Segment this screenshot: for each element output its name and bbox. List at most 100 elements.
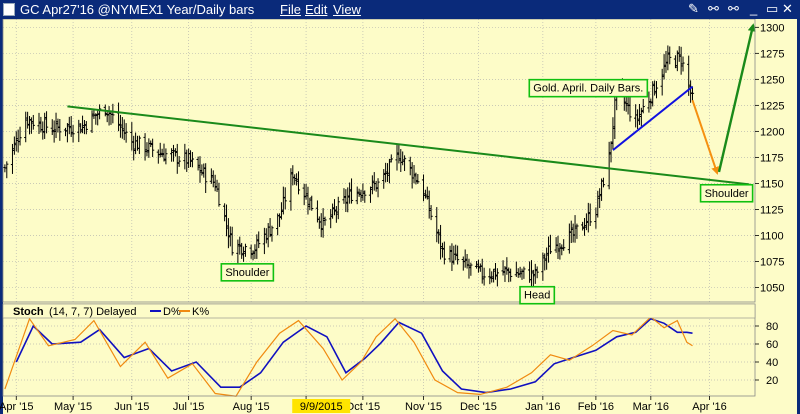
price-bar — [44, 111, 49, 134]
price-bar — [132, 135, 136, 161]
price-bar — [454, 244, 458, 261]
price-bar — [387, 158, 392, 184]
chart-label-box — [519, 285, 556, 305]
price-bar — [228, 226, 232, 247]
price-bar — [270, 225, 274, 242]
price-bar — [368, 186, 373, 203]
price-bar — [321, 208, 325, 238]
price-bar — [647, 91, 651, 113]
maximize-icon[interactable]: ▭ — [766, 1, 779, 16]
price-bar — [493, 262, 498, 280]
price-bar — [217, 182, 221, 207]
price-tick-label: 1300 — [760, 22, 784, 34]
price-bar — [675, 50, 679, 72]
menu-view[interactable]: View — [333, 2, 361, 17]
price-bar — [490, 271, 494, 283]
link-icon[interactable]: ⚯ — [708, 1, 719, 16]
price-bar — [501, 260, 505, 276]
price-bar — [224, 204, 229, 237]
price-chart: 1050 1075 1100 1125 1150 1175 1200 1225 1250 1275… — [0, 19, 797, 414]
price-bar — [306, 186, 310, 215]
stoch-tick-label: 60 — [766, 339, 778, 351]
close-icon[interactable]: ✕ — [782, 1, 793, 16]
date-tick-label: Apr '15 — [0, 401, 34, 413]
price-bar — [607, 141, 611, 190]
price-bar — [143, 133, 147, 161]
minimize-icon[interactable]: _ — [750, 1, 758, 16]
price-bar — [474, 261, 479, 269]
price-bar — [137, 135, 141, 155]
date-tick-label: Oct '15 — [346, 401, 381, 413]
price-bar — [545, 247, 549, 270]
price-bar — [251, 250, 255, 261]
price-bar — [584, 213, 589, 231]
price-bar — [507, 267, 511, 283]
price-bar — [249, 244, 253, 259]
stoch-params: (14, 7, 7) Delayed — [49, 306, 136, 318]
menu-edit[interactable]: Edit — [305, 2, 328, 17]
price-bar — [349, 178, 354, 204]
price-bar — [111, 103, 115, 124]
price-bar — [363, 190, 367, 203]
price-bar — [509, 268, 513, 282]
chart-label-text: Head — [524, 290, 550, 302]
price-bar — [268, 218, 272, 238]
window-symbol: GC Apr27'16 @NYMEX — [20, 2, 158, 17]
price-bar — [654, 81, 659, 99]
price-bar — [308, 197, 312, 211]
price-bar — [24, 111, 28, 143]
price-bar — [209, 168, 213, 184]
highlight-date-box — [292, 399, 351, 413]
price-bar — [5, 161, 9, 179]
price-bar — [293, 174, 297, 185]
price-bar — [438, 224, 443, 260]
price-bar — [412, 165, 416, 184]
price-bars — [3, 45, 695, 290]
price-bar — [637, 104, 642, 125]
price-bar — [52, 120, 56, 143]
price-bar — [54, 112, 58, 139]
menu-file[interactable]: File — [280, 2, 301, 17]
price-bar — [65, 123, 70, 143]
price-bar — [188, 150, 193, 168]
chart-label-box — [528, 78, 649, 98]
price-bar — [69, 116, 73, 137]
price-bar — [118, 114, 123, 138]
app-icon[interactable] — [3, 3, 15, 16]
price-bar — [575, 223, 579, 239]
price-bar — [581, 221, 585, 231]
price-bar — [334, 206, 338, 223]
price-bar — [29, 117, 34, 134]
window-interval: 1 Year/Daily bars — [156, 2, 255, 17]
link2-icon[interactable]: ⚯ — [728, 1, 739, 16]
price-bar — [611, 117, 615, 150]
price-bar — [198, 156, 202, 183]
price-bar — [253, 244, 257, 259]
draw-tool-icon[interactable]: ✎ — [688, 1, 699, 16]
arrow-up — [717, 23, 756, 173]
date-tick-label: Jan '16 — [525, 401, 560, 413]
price-bar — [213, 174, 217, 192]
price-bar — [518, 266, 522, 278]
price-bar — [639, 107, 643, 127]
price-bar — [456, 245, 460, 265]
price-bar — [18, 126, 22, 146]
price-bar — [673, 55, 678, 69]
price-pane-border — [2, 19, 756, 303]
price-bar — [27, 116, 32, 135]
price-bar — [202, 163, 206, 178]
chart-labels: Gold. April. Daily Bars. Shoulder Head Shou… — [220, 78, 754, 305]
legend-d-label: D% — [163, 306, 181, 318]
price-bar — [588, 203, 592, 226]
price-bar — [567, 223, 571, 254]
legend-k-label: K% — [192, 306, 209, 318]
price-bar — [533, 263, 537, 284]
price-bar — [635, 109, 640, 129]
price-bar — [529, 260, 534, 290]
price-tick-label: 1225 — [760, 100, 784, 112]
price-bar — [14, 131, 18, 152]
price-bar — [236, 239, 240, 265]
price-bar — [175, 143, 179, 174]
price-bar — [330, 203, 335, 219]
